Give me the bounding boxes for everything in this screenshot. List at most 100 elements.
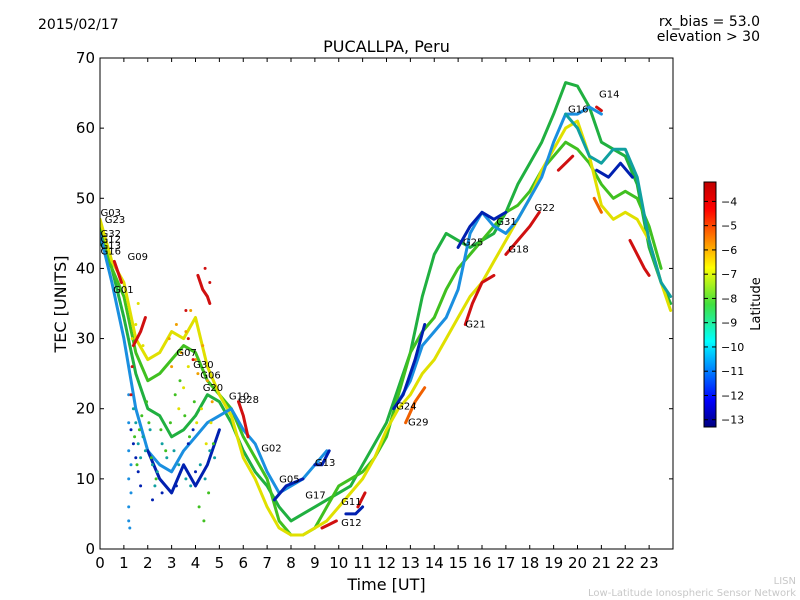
tec-dot-2-6 (149, 456, 153, 460)
tec-dot-1-7 (151, 463, 154, 467)
tec-dot-2-14 (188, 435, 191, 439)
tec-dot-0-7 (129, 463, 133, 467)
tec-dot-2-5 (147, 421, 151, 425)
tec-dot-0-3 (127, 477, 131, 481)
tec-series-3 (100, 231, 329, 495)
x-tick-label-12: 12 (377, 554, 396, 572)
tec-series-21 (556, 154, 575, 172)
tec-dot-3-3 (189, 309, 193, 312)
x-tick-label-16: 16 (472, 554, 491, 572)
x-tick-label-11: 11 (353, 554, 372, 572)
colorbar-tick-label-6: −10 (721, 341, 744, 354)
satellite-label-26: G22 (535, 203, 555, 214)
tec-dot-3-1 (179, 351, 183, 355)
tec-dot-1-0 (131, 407, 135, 411)
tec-dot-5-4 (139, 484, 143, 488)
tec-series-10 (272, 477, 305, 502)
tec-series-25 (404, 386, 427, 425)
tec-dot-6-6 (208, 281, 212, 284)
tec-dot-6-5 (203, 266, 207, 270)
satellite-label-12: G10 (229, 392, 249, 403)
elevation-label: elevation > 30 (656, 29, 760, 45)
tec-series-5 (564, 112, 673, 298)
satellite-label-21: G29 (408, 418, 428, 429)
satellite-label-1: G23 (105, 215, 125, 226)
rx-bias-label: rx_bias = 53.0 (658, 14, 760, 30)
tec-dot-2-15 (192, 400, 196, 404)
tec-dot-1-19 (213, 456, 217, 460)
x-tick-label-18: 18 (520, 554, 539, 572)
satellite-label-14: G02 (261, 444, 281, 455)
satellite-label-15: G05 (279, 474, 299, 485)
y-tick-label-5: 50 (76, 189, 95, 207)
tec-dot-0-1 (127, 421, 131, 425)
x-tick-label-7: 7 (262, 554, 272, 572)
plot-frame (99, 57, 674, 550)
colorbar-tick-label-1: −5 (721, 220, 737, 233)
satellite-labels: G03G23G32G12G13G16G09G01G07G30G06G20G10G… (101, 89, 620, 529)
y-axis-label: TEC [UNITS] (51, 256, 70, 354)
y-tick-label-4: 40 (76, 259, 95, 277)
colorbar-tick-label-3: −7 (721, 268, 737, 281)
x-tick-label-8: 8 (286, 554, 296, 572)
tec-dot-4-0 (130, 337, 134, 341)
tec-series-9 (392, 323, 427, 411)
x-tick-label-21: 21 (592, 554, 611, 572)
tec-dot-2-17 (202, 519, 206, 523)
satellite-label-2: G32 (101, 229, 121, 240)
tec-series-12 (344, 505, 365, 516)
colorbar-ticks: −4 −5 −6 −7 −8 −9 −10 −11 −12 −13 (704, 195, 744, 427)
satellite-label-22: G21 (465, 319, 485, 330)
tec-series-19 (463, 273, 496, 326)
satellite-label-3: G12 (101, 235, 121, 246)
tec-series-17 (320, 519, 338, 530)
tec-dot-2-12 (178, 379, 182, 383)
colorbar (703, 181, 717, 428)
tec-dot-3-9 (170, 365, 174, 369)
tec-dot-0-4 (127, 505, 131, 509)
x-tick-label-22: 22 (616, 554, 635, 572)
tec-dot-1-3 (139, 456, 143, 460)
tec-dot-5-9 (191, 428, 195, 432)
colorbar-tick-label-5: −9 (721, 317, 737, 330)
x-tick-label-10: 10 (329, 554, 348, 572)
x-tick-label-1: 1 (119, 554, 129, 572)
date-label: 2015/02/17 (38, 17, 119, 33)
tec-series-18 (356, 491, 367, 509)
x-axis-label: Time [UT] (347, 575, 426, 594)
satellite-label-27: G16 (568, 105, 588, 116)
tec-dot-2-3 (140, 414, 144, 418)
tec-series-15 (196, 273, 212, 305)
tec-dot-1-13 (177, 463, 181, 467)
tec-dot-3-4 (194, 358, 197, 362)
tec-dot-4-5 (182, 386, 186, 390)
tec-dot-2-10 (168, 421, 172, 425)
satellite-label-25: G18 (508, 244, 528, 255)
tec-dot-3-10 (167, 337, 171, 341)
tec-dot-2-1 (135, 463, 139, 467)
satellite-label-8: G07 (176, 348, 196, 359)
x-tick-label-5: 5 (215, 554, 225, 572)
tec-series-0 (100, 81, 673, 523)
tec-dot-1-14 (184, 477, 188, 481)
y-tick-label-2: 20 (76, 400, 95, 418)
tec-dot-3-0 (174, 323, 178, 326)
satellite-label-9: G30 (193, 360, 213, 371)
tec-dot-6-2 (184, 309, 188, 312)
tec-dot-1-6 (148, 428, 152, 432)
tec-series-4 (396, 105, 603, 404)
tec-dot-2-2 (137, 428, 141, 432)
tec-dot-4-1 (134, 323, 138, 326)
tec-dot-6-4 (191, 358, 195, 362)
tec-dot-2-13 (183, 414, 187, 418)
satellite-label-11: G20 (203, 383, 223, 394)
y-tick-label-3: 30 (76, 330, 95, 348)
tec-dot-1-4 (141, 435, 145, 439)
tec-dot-0-0 (127, 393, 131, 397)
colorbar-tick-label-0: −4 (721, 195, 737, 208)
satellite-label-13: G28 (239, 395, 259, 406)
tec-dot-2-8 (159, 428, 163, 432)
tec-dot-5-10 (194, 470, 197, 474)
tec-series-2 (100, 119, 673, 537)
tec-dot-1-9 (155, 470, 159, 474)
